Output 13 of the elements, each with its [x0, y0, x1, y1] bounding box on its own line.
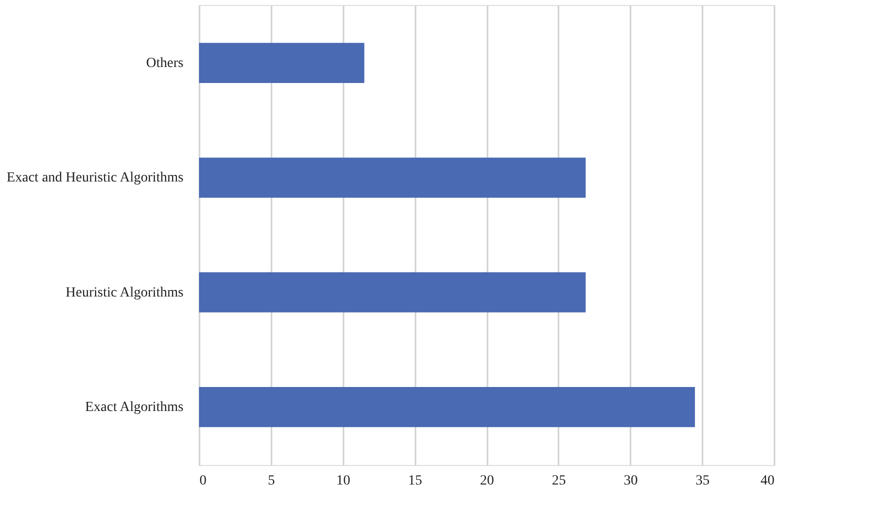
- y-tick-label: Exact and Heuristic Algorithms: [6, 170, 184, 186]
- y-tick-label: Heuristic Algorithms: [66, 285, 184, 300]
- x-tick-label: 10: [336, 474, 350, 488]
- x-tick-label: 15: [408, 474, 422, 488]
- y-tick-label: Others: [146, 56, 184, 71]
- x-tick-label: 20: [480, 474, 494, 488]
- x-tick-label: 25: [552, 474, 566, 488]
- x-tick-label: 0: [200, 474, 206, 488]
- x-tick-label: 30: [624, 474, 638, 488]
- x-tick-label: 40: [760, 474, 774, 488]
- y-tick-label: Exact Algorithms: [85, 400, 184, 416]
- x-tick-label: 35: [696, 474, 710, 488]
- x-tick-label: 5: [268, 474, 275, 488]
